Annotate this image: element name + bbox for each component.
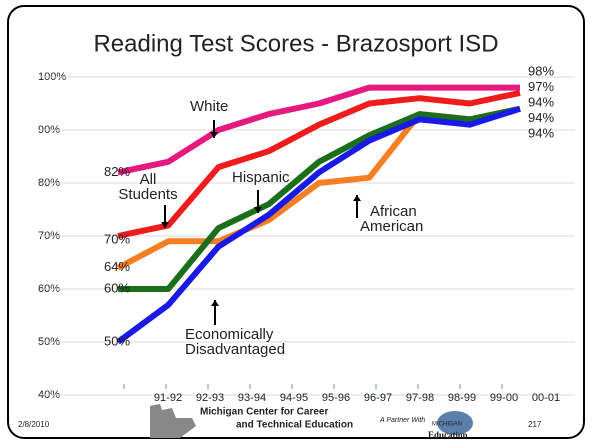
data-label: 98% bbox=[528, 63, 554, 78]
x-tick-label: 95-96 bbox=[322, 392, 350, 404]
x-tick-label: 91-92 bbox=[154, 392, 182, 404]
annotation: African bbox=[370, 203, 417, 220]
series-line bbox=[117, 89, 521, 239]
arrow-head bbox=[161, 222, 169, 228]
x-tick-label: 00-01 bbox=[532, 392, 560, 404]
footer-page: 217 bbox=[528, 420, 542, 429]
arrow-head bbox=[254, 207, 262, 213]
x-tick-label: 97-98 bbox=[406, 392, 434, 404]
annotation: American bbox=[360, 218, 423, 235]
series-line bbox=[118, 105, 521, 292]
education-logo bbox=[437, 411, 473, 435]
data-label: 70% bbox=[104, 231, 130, 246]
x-tick-label: 92-93 bbox=[196, 392, 224, 404]
annotation: All bbox=[140, 171, 157, 188]
data-label: 82% bbox=[104, 164, 130, 179]
footer-org: and Technical Education bbox=[236, 420, 353, 431]
annotation: Economically bbox=[185, 326, 274, 343]
data-label: 64% bbox=[104, 259, 130, 274]
x-tick-label: 93-94 bbox=[238, 392, 266, 404]
data-label: 94% bbox=[528, 125, 554, 140]
annotation: Disadvantaged bbox=[185, 341, 285, 358]
chart-title: Reading Test Scores - Brazosport ISD bbox=[93, 30, 498, 57]
arrow-head bbox=[353, 195, 361, 201]
series-line bbox=[117, 84, 520, 176]
data-label: 60% bbox=[104, 280, 130, 295]
footer-partner: A Partner With bbox=[379, 417, 425, 424]
data-label: 50% bbox=[104, 333, 130, 348]
annotation: White bbox=[190, 98, 228, 115]
arrow-head bbox=[210, 132, 218, 138]
footer-org: Michigan Center for Career bbox=[200, 407, 328, 418]
data-label: 94% bbox=[528, 94, 554, 109]
footer-logo: MICHIGAN bbox=[432, 422, 462, 428]
data-label: 94% bbox=[528, 110, 554, 125]
footer-date: 2/8/2010 bbox=[18, 420, 50, 429]
footer-logo: Education bbox=[428, 430, 468, 440]
x-tick-label: 98-99 bbox=[448, 392, 476, 404]
series-line bbox=[116, 105, 521, 345]
slide-border bbox=[7, 5, 585, 439]
x-tick-label: 96-97 bbox=[364, 392, 392, 404]
annotation: Hispanic bbox=[232, 169, 290, 186]
x-tick-label: 99-00 bbox=[490, 392, 518, 404]
data-label: 97% bbox=[528, 79, 554, 94]
x-tick-label: 94-95 bbox=[280, 392, 308, 404]
annotation: Students bbox=[118, 186, 177, 203]
michigan-logo bbox=[150, 404, 196, 438]
arrow-head bbox=[211, 300, 219, 306]
